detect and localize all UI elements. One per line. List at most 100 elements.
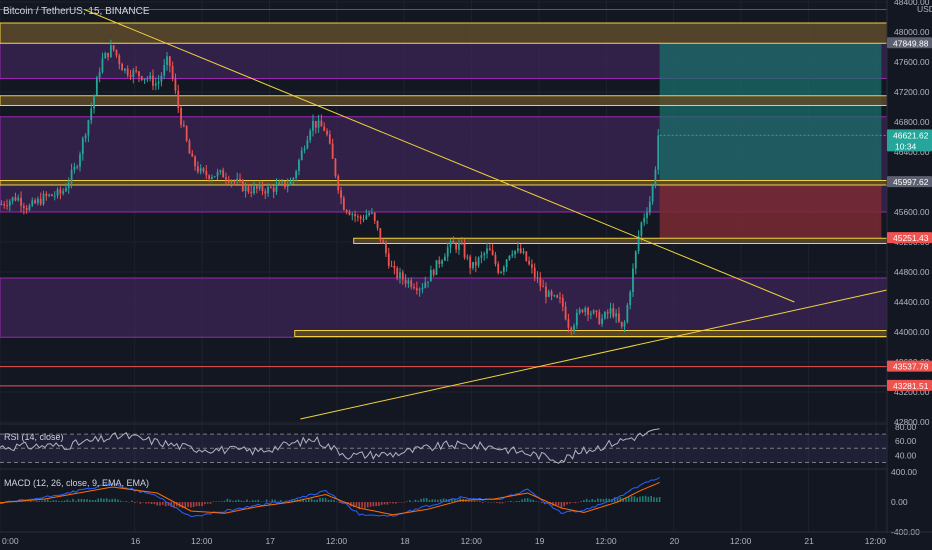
candle-body bbox=[441, 260, 443, 264]
candle-body bbox=[87, 120, 90, 136]
macd-histogram-bar bbox=[400, 502, 403, 503]
axis-price-label[interactable]: 45997.62 bbox=[887, 176, 932, 188]
candle-body bbox=[466, 256, 469, 258]
macd-histogram-bar bbox=[246, 499, 248, 502]
macd-histogram-bar bbox=[554, 502, 557, 506]
macd-histogram-bar bbox=[206, 502, 209, 504]
macd-histogram-bar bbox=[131, 500, 133, 502]
candle-body bbox=[609, 308, 612, 314]
macd-tick-label: 0.00 bbox=[891, 497, 908, 507]
macd-line bbox=[0, 477, 660, 518]
macd-histogram-bar bbox=[139, 502, 142, 504]
macd-indicator-label[interactable]: MACD (12, 26, close, 9, EMA, EMA) bbox=[4, 478, 150, 488]
candle-body bbox=[393, 266, 396, 269]
candle-body bbox=[359, 216, 362, 219]
macd-histogram-bar bbox=[35, 500, 38, 502]
macd-histogram-bar bbox=[150, 502, 153, 505]
macd-histogram-bar bbox=[24, 501, 27, 502]
macd-histogram-bar bbox=[111, 498, 114, 502]
candle-body bbox=[107, 52, 109, 58]
macd-histogram-bar bbox=[108, 499, 111, 502]
candle-body bbox=[424, 282, 427, 288]
price-tick-label: 43200.00 bbox=[894, 387, 930, 397]
candle-body bbox=[59, 189, 62, 194]
candle-body bbox=[233, 180, 236, 182]
macd-histogram-bar bbox=[417, 500, 420, 502]
candle-body bbox=[76, 166, 79, 168]
macd-histogram-bar bbox=[41, 500, 43, 502]
candle-body bbox=[284, 181, 286, 188]
candle-body bbox=[463, 243, 466, 258]
macd-histogram-bar bbox=[591, 499, 594, 502]
macd-histogram-bar bbox=[16, 501, 18, 503]
time-tick-label: 17 bbox=[265, 536, 275, 546]
rsi-indicator-label[interactable]: RSI (14, close) bbox=[4, 432, 64, 442]
candle-body bbox=[550, 291, 553, 296]
candle-body bbox=[101, 58, 104, 73]
candle-body bbox=[295, 171, 298, 179]
axis-price-label[interactable]: 47849.88 bbox=[887, 37, 932, 49]
macd-histogram-bar bbox=[569, 502, 571, 504]
candle-body bbox=[129, 75, 132, 78]
rsi-line bbox=[0, 428, 660, 464]
candle-body bbox=[429, 270, 432, 282]
candle-body bbox=[196, 166, 199, 172]
candle-body bbox=[81, 138, 84, 155]
candle-body bbox=[230, 180, 233, 183]
macd-histogram-bar bbox=[153, 502, 156, 505]
macd-histogram-bar bbox=[386, 502, 389, 505]
candle-body bbox=[340, 190, 342, 198]
candle-body bbox=[154, 83, 157, 86]
macd-histogram-bar bbox=[184, 502, 187, 508]
candle-body bbox=[556, 295, 559, 298]
macd-histogram-bar bbox=[257, 499, 260, 502]
time-tick-label: 20 bbox=[670, 536, 680, 546]
macd-histogram-bar bbox=[490, 502, 493, 503]
candle-body bbox=[547, 291, 550, 297]
trendline bbox=[84, 9, 795, 303]
macd-histogram-bar bbox=[414, 499, 417, 502]
macd-histogram-bar bbox=[616, 497, 619, 502]
macd-histogram-bar bbox=[91, 499, 94, 502]
macd-histogram-bar bbox=[32, 501, 35, 502]
candle-body bbox=[188, 140, 191, 154]
axis-price-label-text: 45251.43 bbox=[893, 233, 929, 243]
candle-body bbox=[115, 49, 118, 56]
axis-price-label[interactable]: 43537.78 bbox=[887, 360, 932, 372]
macd-histogram-bar bbox=[114, 498, 116, 502]
candle-body bbox=[98, 72, 101, 78]
macd-histogram-bar bbox=[310, 498, 313, 502]
candle-body bbox=[250, 191, 253, 194]
macd-histogram-bar bbox=[66, 499, 69, 502]
macd-histogram-bar bbox=[451, 498, 453, 502]
macd-histogram-bar bbox=[535, 501, 537, 502]
candle-body bbox=[413, 286, 415, 289]
macd-histogram-bar bbox=[327, 499, 330, 502]
macd-histogram-bar bbox=[597, 498, 599, 502]
macd-histogram-bar bbox=[650, 495, 653, 502]
axis-price-label[interactable]: 45251.43 bbox=[887, 232, 932, 244]
candle-body bbox=[306, 140, 309, 149]
macd-histogram-bar bbox=[201, 502, 203, 507]
macd-histogram-bar bbox=[209, 502, 212, 504]
candle-body bbox=[542, 286, 545, 288]
candle-body bbox=[132, 70, 135, 78]
axis-price-label[interactable]: 43281.51 bbox=[887, 379, 932, 391]
candle-body bbox=[216, 171, 219, 177]
macd-histogram-bar bbox=[619, 497, 622, 502]
candle-body bbox=[211, 177, 213, 179]
macd-histogram-bar bbox=[265, 499, 268, 502]
candle-body bbox=[545, 286, 547, 297]
candle-body bbox=[261, 184, 264, 192]
macd-histogram-bar bbox=[639, 496, 641, 502]
candle-body bbox=[20, 197, 22, 206]
macd-histogram-bar bbox=[44, 499, 46, 502]
macd-histogram-bar bbox=[223, 500, 226, 502]
candle-body bbox=[227, 179, 230, 183]
macd-histogram-bar bbox=[442, 498, 445, 502]
time-tick-label: 21 bbox=[804, 536, 814, 546]
price-tick-label: 46800.00 bbox=[894, 117, 930, 127]
macd-histogram-bar bbox=[355, 502, 358, 507]
